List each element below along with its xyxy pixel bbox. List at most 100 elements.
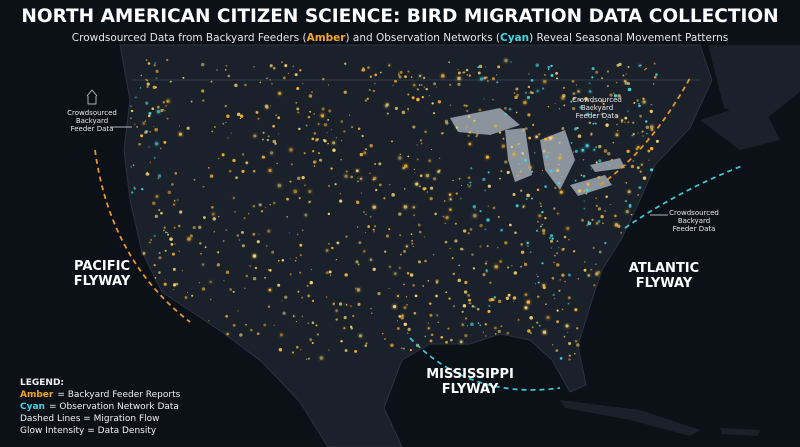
- text-line: ATLANTIC: [629, 261, 699, 276]
- data-dot: [650, 103, 653, 106]
- data-dot: [284, 295, 288, 299]
- data-dot: [584, 96, 588, 101]
- data-dot: [451, 257, 454, 260]
- data-dot: [413, 214, 416, 217]
- data-dot: [350, 175, 354, 179]
- data-dot: [530, 332, 532, 334]
- text-line: Feeder Data: [576, 112, 619, 120]
- data-dot: [524, 134, 527, 136]
- subtitle-amber: Amber: [307, 32, 347, 44]
- data-dot: [597, 207, 602, 211]
- data-dot: [351, 126, 353, 128]
- data-dot: [273, 324, 275, 326]
- data-dot: [444, 222, 447, 225]
- data-dot: [434, 212, 437, 216]
- data-dot: [464, 317, 468, 320]
- data-dot: [340, 158, 342, 161]
- data-dot: [154, 86, 157, 89]
- data-dot: [625, 164, 627, 166]
- data-dot: [588, 82, 591, 85]
- data-dot: [647, 149, 651, 153]
- data-dot: [461, 323, 464, 326]
- data-dot: [572, 92, 576, 96]
- data-dot: [287, 72, 289, 74]
- data-dot: [554, 102, 556, 105]
- data-dot: [491, 77, 496, 81]
- data-dot: [576, 327, 579, 330]
- data-dot: [468, 185, 471, 188]
- data-dot: [602, 106, 604, 108]
- data-dot: [330, 167, 333, 170]
- data-dot: [479, 77, 484, 81]
- data-dot: [462, 229, 467, 233]
- data-dot: [338, 302, 343, 306]
- data-dot: [614, 223, 619, 227]
- legend-item: Amber = Backyard Feeder Reports: [20, 390, 181, 400]
- data-dot: [652, 83, 655, 85]
- data-dot: [568, 341, 572, 345]
- subtitle-cyan: Cyan: [500, 32, 529, 44]
- data-dot: [467, 134, 470, 137]
- data-dot: [414, 294, 418, 298]
- data-dot: [420, 84, 423, 86]
- data-dot: [460, 184, 462, 186]
- data-dot: [473, 119, 476, 122]
- data-dot: [458, 264, 460, 267]
- data-dot: [577, 278, 579, 280]
- data-dot: [497, 299, 502, 304]
- data-dot: [413, 311, 417, 315]
- data-dot: [306, 358, 308, 360]
- data-dot: [145, 78, 147, 81]
- data-dot: [429, 339, 433, 343]
- data-dot: [538, 214, 542, 218]
- data-dot: [476, 307, 480, 311]
- data-dot: [418, 185, 422, 188]
- data-dot: [160, 211, 163, 215]
- data-dot: [344, 174, 348, 178]
- data-dot: [613, 92, 615, 94]
- data-dot: [227, 137, 229, 139]
- data-dot: [373, 176, 377, 181]
- data-dot: [588, 121, 592, 125]
- data-dot: [537, 132, 541, 136]
- data-dot: [602, 222, 604, 225]
- data-dot: [177, 224, 181, 228]
- data-dot: [234, 211, 236, 213]
- data-dot: [431, 102, 434, 105]
- data-dot: [227, 74, 231, 78]
- data-dot: [392, 84, 394, 86]
- data-dot: [305, 124, 308, 127]
- data-dot: [488, 305, 491, 307]
- data-dot: [542, 231, 546, 235]
- data-dot: [271, 82, 273, 85]
- data-dot: [559, 154, 561, 156]
- data-dot: [541, 228, 546, 233]
- data-dot: [309, 338, 313, 342]
- data-dot: [632, 121, 635, 124]
- data-dot: [449, 104, 452, 106]
- data-dot: [402, 166, 405, 170]
- data-dot: [416, 144, 418, 146]
- data-dot: [509, 108, 512, 111]
- data-dot: [624, 81, 629, 85]
- data-dot: [245, 323, 247, 326]
- data-dot: [313, 113, 315, 115]
- data-dot: [468, 131, 472, 134]
- data-dot: [643, 178, 645, 180]
- data-dot: [399, 70, 403, 74]
- data-dot: [584, 261, 586, 263]
- data-dot: [524, 306, 528, 310]
- data-dot: [484, 323, 487, 326]
- data-dot: [591, 67, 595, 71]
- data-dot: [356, 288, 361, 292]
- data-dot: [605, 123, 609, 127]
- data-dot: [553, 207, 556, 210]
- data-dot: [428, 159, 431, 163]
- data-dot: [352, 314, 355, 318]
- data-dot: [211, 212, 215, 216]
- data-dot: [296, 176, 301, 181]
- text-line: Backyard: [76, 117, 108, 125]
- data-dot: [224, 69, 227, 71]
- data-dot: [236, 234, 240, 237]
- data-dot: [275, 114, 277, 116]
